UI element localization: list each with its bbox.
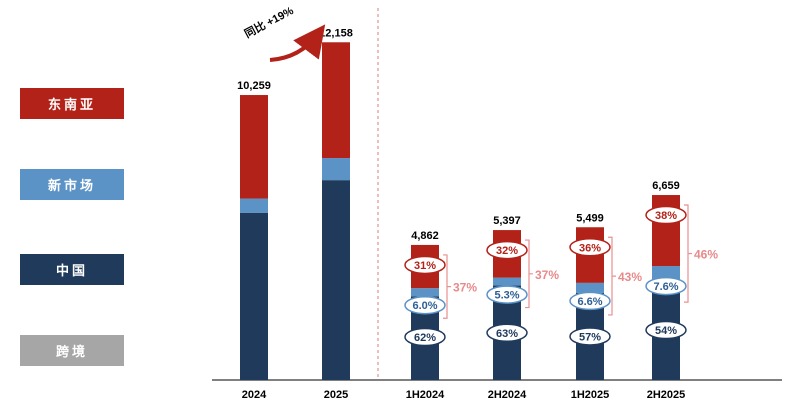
percent-oval [645,276,687,296]
percent-oval [404,295,446,315]
percent-label: 38% [655,210,677,222]
bracket-percent-label: 37% [535,268,559,282]
bar-total-label: 5,397 [493,215,521,227]
category-label: 2025 [324,389,348,401]
bar-segment [240,212,268,380]
legend-label: 东南亚 [47,98,96,113]
bar-segment [322,158,350,181]
bars-layer [212,8,782,381]
bracket-percent-label: 46% [694,248,718,262]
bracket-line [525,239,533,309]
bar-segment [240,95,268,199]
growth-annotation: 同比 +19% [242,3,296,41]
category-label: 1H2025 [571,389,610,401]
bar-segment [652,195,680,267]
bracket-line [608,236,616,316]
percent-label: 32% [496,245,518,257]
legend-label: 中国 [55,264,88,279]
percent-oval [404,327,446,347]
legend-item-china: 中国 [20,254,124,285]
percent-oval [486,323,528,343]
bar-segment [493,277,521,286]
bar-total-label: 6,659 [652,180,680,192]
percent-oval [645,320,687,340]
percent-oval [569,327,611,346]
growth-arrow [269,24,326,62]
legend-label: 跨境 [55,345,88,360]
percent-label: 63% [496,328,518,340]
percent-label: 5.3% [494,290,519,302]
percent-label: 57% [579,331,601,343]
bracket-line [443,254,451,319]
bar-segment [652,266,680,281]
percent-label: 62% [414,332,436,344]
legend-item-new-markets: 新市场 [20,169,124,200]
category-label: 1H2024 [406,389,445,401]
bracket-percent-label: 43% [618,270,642,284]
percent-label: 6.0% [412,300,437,312]
bar-segment [322,180,350,380]
bracket-line [684,204,692,303]
percent-label: 31% [414,260,436,272]
percent-label: 6.6% [577,296,602,308]
bracket-percent-label: 37% [453,281,477,295]
bar-total-label: 12,158 [319,27,353,39]
percent-oval [486,285,528,304]
category-label: 2H2025 [647,389,686,401]
percent-oval [569,238,611,257]
bar-segment [240,198,268,213]
bar-segment [411,288,439,297]
percent-oval [569,291,611,311]
bar-segment [322,42,350,159]
bar-total-label: 10,259 [237,80,271,92]
category-label: 2H2024 [488,389,527,401]
legend-item-cross-border: 跨境 [20,335,124,366]
bar-total-label: 5,499 [576,212,604,224]
category-label: 2024 [242,389,267,401]
percent-oval [645,205,687,225]
percent-oval [404,255,446,275]
labels-layer: 10,259 2024 12,158 2025 4,862 1H2024 62% 6.0% 31… [237,3,718,401]
percent-oval [486,240,528,260]
bar-total-label: 4,862 [411,230,439,242]
percent-label: 7.6% [653,281,678,293]
bar-segment [576,282,604,293]
legend-label: 新市场 [47,179,96,194]
percent-label: 54% [655,325,677,337]
percent-label: 36% [579,242,601,254]
legend-item-southeast-asia: 东南亚 [20,88,124,119]
